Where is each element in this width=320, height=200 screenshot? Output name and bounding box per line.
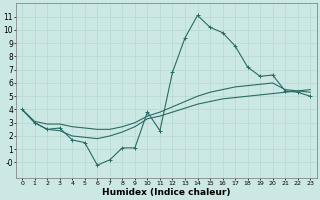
X-axis label: Humidex (Indice chaleur): Humidex (Indice chaleur)	[102, 188, 230, 197]
